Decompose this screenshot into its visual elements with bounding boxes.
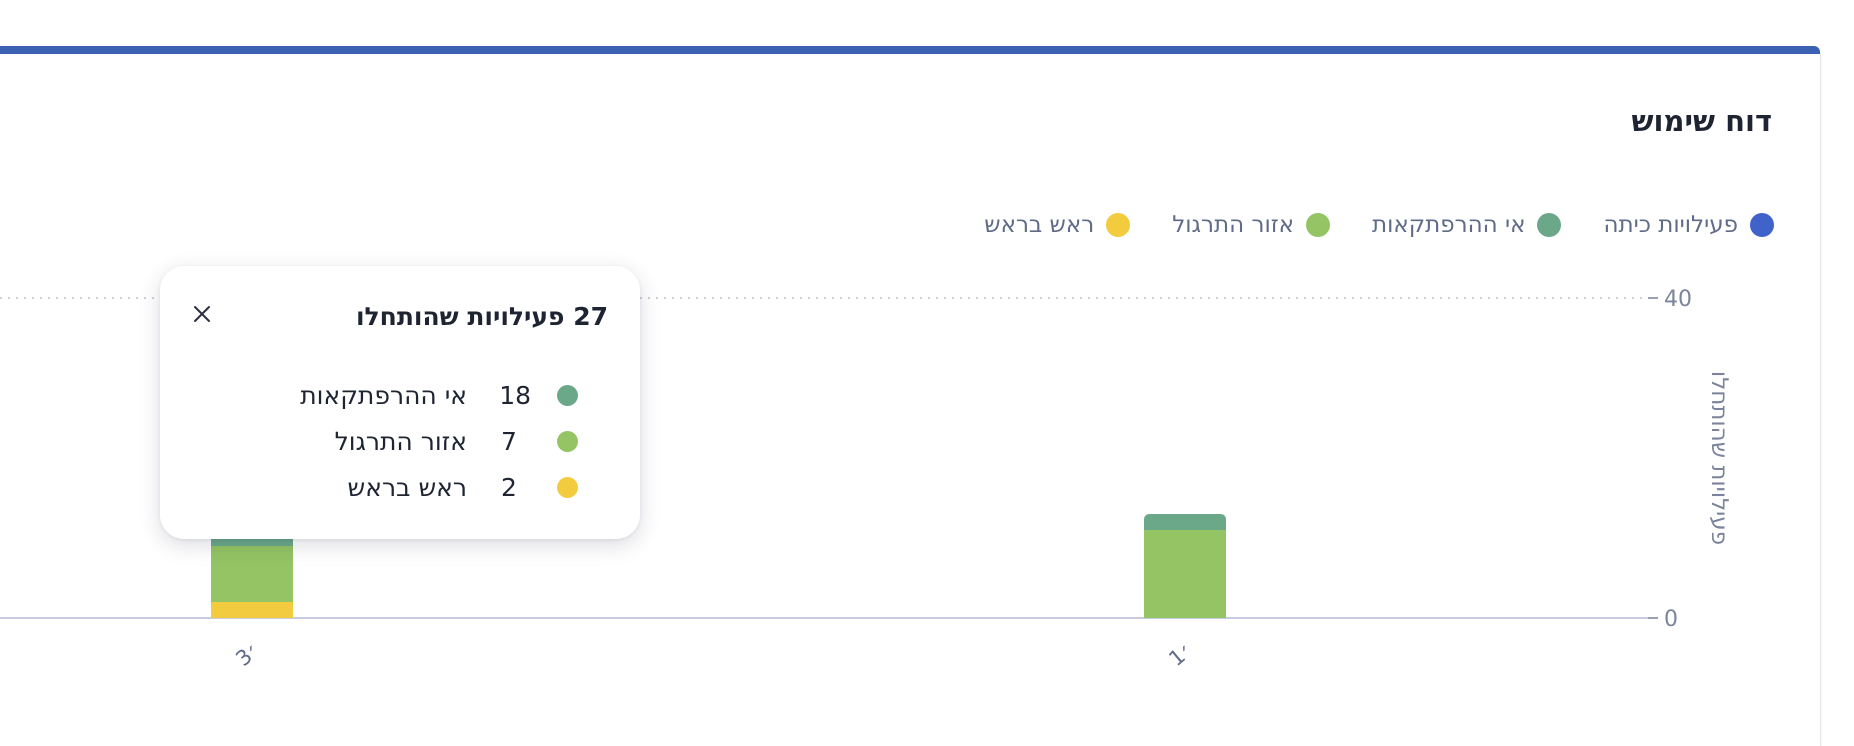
legend-label: פעילויות כיתה <box>1603 212 1738 238</box>
card-accent-bar <box>0 46 1820 54</box>
legend-item-classroom[interactable]: פעילויות כיתה <box>1603 212 1774 238</box>
tooltip-row: 2 ראש בראש <box>300 464 578 510</box>
tooltip-row: 7 אזור התרגול <box>300 418 578 464</box>
bar-segment <box>1144 530 1226 618</box>
tooltip-dot <box>557 430 578 452</box>
legend-item-adventure-island[interactable]: אי ההרפתקאות <box>1372 212 1562 238</box>
legend-dot <box>1306 213 1331 237</box>
bar-tooltip: 27 פעילויות שהותחלו 18 אי ההרפתקאות 7 אז… <box>160 266 640 539</box>
tooltip-label: אי ההרפתקאות <box>300 380 467 410</box>
tooltip-row: 18 אי ההרפתקאות <box>300 372 578 418</box>
legend-dot <box>1750 213 1774 237</box>
y-tick-label: 0 <box>1664 607 1678 632</box>
bar-segment <box>211 602 293 618</box>
legend-dot <box>1106 213 1131 237</box>
x-tick-label: 1׳ <box>1164 638 1196 671</box>
report-title: דוח שימוש <box>1631 104 1772 138</box>
tooltip-title: 27 פעילויות שהותחלו <box>355 302 608 331</box>
y-tick-label: 40 <box>1664 287 1692 312</box>
legend-label: אזור התרגול <box>1172 212 1295 238</box>
legend-item-practice-zone[interactable]: אזור התרגול <box>1172 212 1331 238</box>
x-tick-label: 3׳ <box>231 638 263 671</box>
tooltip-rows: 18 אי ההרפתקאות 7 אזור התרגול 2 ראש בראש <box>300 372 578 510</box>
tooltip-dot <box>557 476 578 498</box>
legend-item-head-to-head[interactable]: ראש בראש <box>984 212 1131 238</box>
tooltip-value: 18 <box>499 380 531 410</box>
legend-dot <box>1537 213 1562 237</box>
tooltip-value: 7 <box>501 426 517 456</box>
bar-segment <box>211 546 293 602</box>
tooltip-label: אזור התרגול <box>334 426 467 456</box>
tooltip-dot <box>557 384 578 406</box>
legend-label: ראש בראש <box>984 212 1095 238</box>
bar-segment <box>1144 514 1226 530</box>
legend-label: אי ההרפתקאות <box>1372 212 1526 238</box>
close-icon[interactable] <box>190 302 214 326</box>
tooltip-label: ראש בראש <box>347 472 467 502</box>
y-axis-label: פעילויות שהותחלו <box>1706 371 1732 545</box>
chart-legend: פעילויות כיתה אי ההרפתקאות אזור התרגול ר… <box>984 212 1774 238</box>
tooltip-value: 2 <box>501 472 517 502</box>
